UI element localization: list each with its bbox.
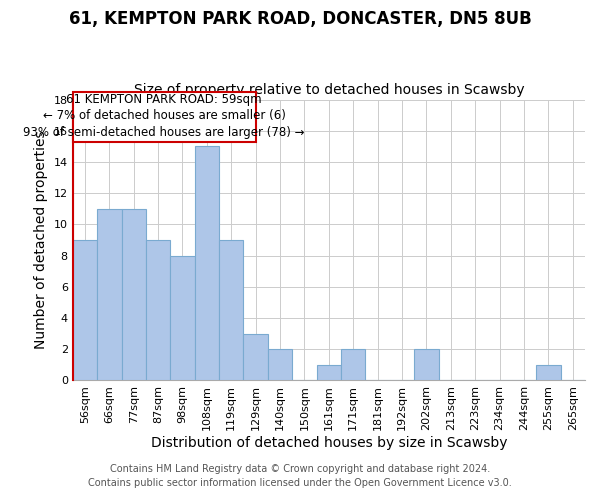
Bar xyxy=(122,209,146,380)
Text: Contains HM Land Registry data © Crown copyright and database right 2024.
Contai: Contains HM Land Registry data © Crown c… xyxy=(88,464,512,487)
Bar xyxy=(414,349,439,380)
Text: 93% of semi-detached houses are larger (78) →: 93% of semi-detached houses are larger (… xyxy=(23,126,305,139)
Bar xyxy=(219,240,244,380)
Text: 61, KEMPTON PARK ROAD, DONCASTER, DN5 8UB: 61, KEMPTON PARK ROAD, DONCASTER, DN5 8U… xyxy=(68,10,532,28)
Bar xyxy=(146,240,170,380)
X-axis label: Distribution of detached houses by size in Scawsby: Distribution of detached houses by size … xyxy=(151,436,507,450)
Bar xyxy=(73,240,97,380)
Bar xyxy=(73,92,256,142)
Bar xyxy=(268,349,292,380)
Y-axis label: Number of detached properties: Number of detached properties xyxy=(34,130,48,350)
Text: ← 7% of detached houses are smaller (6): ← 7% of detached houses are smaller (6) xyxy=(43,108,286,122)
Bar xyxy=(194,146,219,380)
Text: 61 KEMPTON PARK ROAD: 59sqm: 61 KEMPTON PARK ROAD: 59sqm xyxy=(67,93,262,106)
Bar xyxy=(341,349,365,380)
Bar xyxy=(244,334,268,380)
Title: Size of property relative to detached houses in Scawsby: Size of property relative to detached ho… xyxy=(134,83,524,97)
Bar xyxy=(170,256,194,380)
Bar xyxy=(317,365,341,380)
Bar xyxy=(536,365,560,380)
Bar xyxy=(97,209,122,380)
